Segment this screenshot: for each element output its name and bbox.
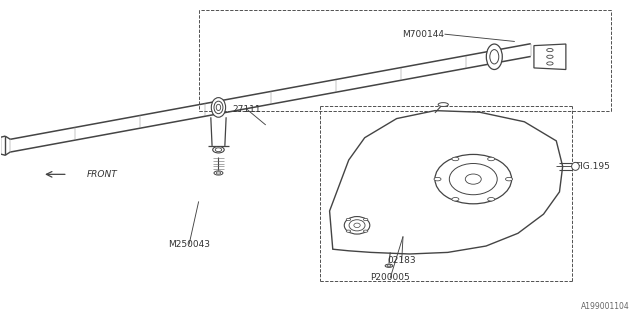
Ellipse shape	[216, 104, 221, 110]
Ellipse shape	[572, 162, 579, 170]
Ellipse shape	[452, 157, 459, 161]
Ellipse shape	[216, 172, 221, 174]
Ellipse shape	[214, 171, 223, 175]
Ellipse shape	[346, 230, 351, 232]
Ellipse shape	[214, 101, 223, 114]
Ellipse shape	[215, 148, 221, 152]
Ellipse shape	[547, 55, 553, 58]
Ellipse shape	[452, 197, 459, 201]
Text: P200005: P200005	[371, 273, 410, 282]
Ellipse shape	[435, 155, 511, 204]
Ellipse shape	[434, 177, 441, 181]
Ellipse shape	[364, 218, 368, 220]
Polygon shape	[330, 111, 563, 254]
Text: 27111: 27111	[232, 105, 261, 114]
Text: FIG.195: FIG.195	[575, 162, 611, 171]
Ellipse shape	[547, 62, 553, 65]
Text: M250043: M250043	[168, 240, 210, 249]
Ellipse shape	[488, 157, 495, 161]
Ellipse shape	[354, 223, 360, 228]
Text: 02183: 02183	[387, 256, 416, 265]
Text: A199001104: A199001104	[581, 302, 630, 311]
Polygon shape	[534, 44, 566, 69]
Ellipse shape	[449, 164, 497, 195]
Ellipse shape	[490, 50, 499, 64]
Text: FRONT: FRONT	[87, 170, 118, 179]
Ellipse shape	[438, 103, 449, 107]
Ellipse shape	[364, 230, 368, 232]
Ellipse shape	[506, 177, 513, 181]
Ellipse shape	[349, 220, 365, 231]
Ellipse shape	[212, 147, 224, 153]
Ellipse shape	[486, 44, 502, 69]
Ellipse shape	[488, 197, 495, 201]
Ellipse shape	[346, 218, 351, 220]
Ellipse shape	[344, 217, 370, 234]
Ellipse shape	[385, 264, 393, 268]
Ellipse shape	[547, 49, 553, 52]
Text: M700144: M700144	[403, 30, 445, 39]
Ellipse shape	[465, 174, 481, 184]
Ellipse shape	[387, 265, 391, 267]
Ellipse shape	[211, 98, 226, 117]
